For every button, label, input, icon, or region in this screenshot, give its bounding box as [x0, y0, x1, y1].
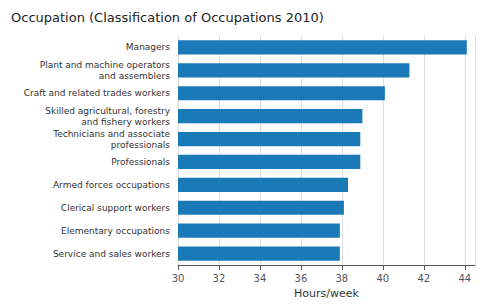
svg-text:Professionals: Professionals	[111, 157, 170, 167]
svg-text:Skilled agricultural, forestry: Skilled agricultural, forestry	[45, 106, 170, 116]
svg-text:Managers: Managers	[126, 42, 170, 52]
svg-text:42: 42	[417, 273, 430, 284]
svg-text:Elementary occupations: Elementary occupations	[61, 226, 170, 236]
svg-text:34: 34	[254, 273, 267, 284]
svg-text:44: 44	[458, 273, 471, 284]
svg-text:32: 32	[213, 273, 226, 284]
svg-text:and assemblers: and assemblers	[99, 71, 170, 81]
svg-text:Technicians and associate: Technicians and associate	[52, 129, 170, 139]
svg-text:professionals: professionals	[111, 140, 171, 150]
svg-text:Occupation (Classification of: Occupation (Classification of Occupation…	[11, 10, 324, 25]
svg-text:Craft and related trades worke: Craft and related trades workers	[24, 88, 171, 98]
svg-text:30: 30	[172, 273, 185, 284]
svg-text:40: 40	[376, 273, 389, 284]
svg-text:and fishery workers: and fishery workers	[81, 117, 170, 127]
svg-text:36: 36	[295, 273, 308, 284]
svg-text:Service and sales workers: Service and sales workers	[53, 249, 170, 259]
svg-text:38: 38	[335, 273, 348, 284]
svg-text:Clerical support workers: Clerical support workers	[61, 203, 170, 213]
svg-text:Plant and machine operators: Plant and machine operators	[40, 60, 171, 70]
svg-text:Armed forces occupations: Armed forces occupations	[53, 180, 170, 190]
svg-text:Hours/week: Hours/week	[294, 287, 359, 300]
